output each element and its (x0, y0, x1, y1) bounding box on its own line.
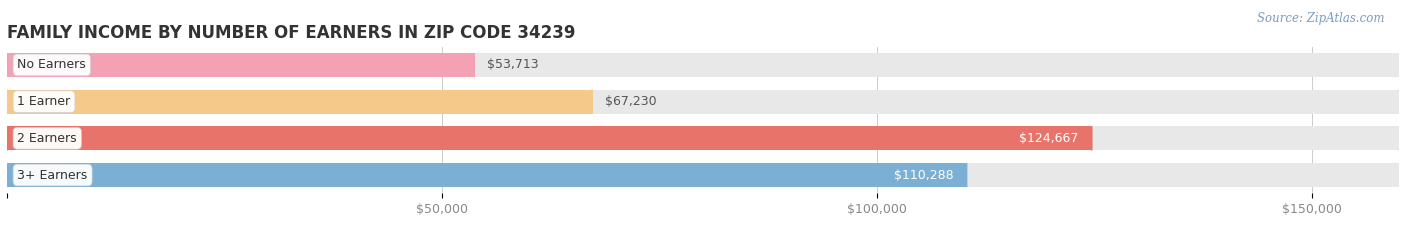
Text: No Earners: No Earners (17, 58, 86, 72)
Bar (7, 53, 474, 77)
Bar (7, 90, 1399, 113)
Text: 2 Earners: 2 Earners (17, 132, 77, 145)
Bar (7, 163, 1399, 187)
Bar (7, 127, 1091, 150)
Bar (7, 163, 966, 187)
Bar (7, 53, 1399, 77)
Text: $67,230: $67,230 (605, 95, 657, 108)
Text: FAMILY INCOME BY NUMBER OF EARNERS IN ZIP CODE 34239: FAMILY INCOME BY NUMBER OF EARNERS IN ZI… (7, 24, 575, 42)
Text: Source: ZipAtlas.com: Source: ZipAtlas.com (1257, 12, 1385, 25)
Bar (7, 127, 1399, 150)
Text: $53,713: $53,713 (488, 58, 538, 72)
Text: 3+ Earners: 3+ Earners (17, 168, 87, 182)
Text: $124,667: $124,667 (1019, 132, 1078, 145)
Text: $110,288: $110,288 (894, 168, 953, 182)
Text: 1 Earner: 1 Earner (17, 95, 70, 108)
Bar (7, 90, 592, 113)
